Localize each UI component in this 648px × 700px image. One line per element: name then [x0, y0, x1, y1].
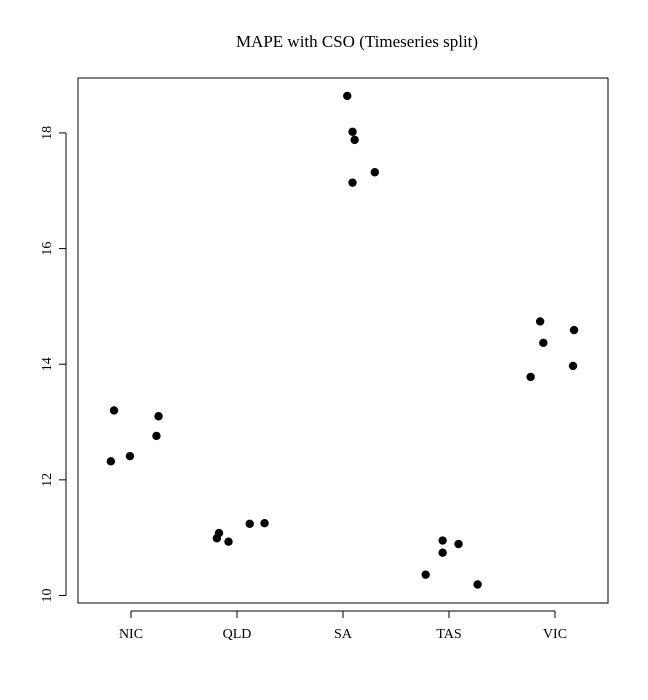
data-point-nic: [152, 431, 161, 441]
y-tick-label: 18: [40, 126, 55, 140]
data-point-nic: [109, 406, 119, 415]
chart-title: MAPE with CSO (Timeseries split): [236, 32, 478, 51]
data-point-nic: [154, 412, 163, 421]
data-point-sa: [348, 127, 357, 136]
data-point-vic: [568, 361, 578, 371]
x-axis: NIC QLD SA TAS VIC: [119, 610, 567, 642]
y-tick-label: 12: [40, 473, 55, 487]
data-points: [106, 91, 579, 589]
data-point-tas: [438, 548, 447, 557]
x-tick-label-nic: NIC: [119, 627, 143, 642]
y-tick-label: 10: [40, 588, 55, 602]
data-point-sa: [348, 178, 357, 187]
data-point-tas: [438, 536, 447, 545]
data-point-nic: [125, 451, 135, 461]
data-point-qld: [214, 528, 224, 538]
data-point-vic: [526, 372, 535, 382]
x-tick-label-sa: SA: [334, 627, 353, 642]
x-tick-label-vic: VIC: [543, 627, 567, 642]
plot-frame: [77, 77, 609, 604]
data-point-tas: [454, 539, 463, 549]
data-point-vic: [539, 338, 548, 348]
data-point-vic: [569, 325, 579, 335]
y-tick-label: 16: [40, 242, 55, 256]
y-tick-label: 14: [40, 357, 55, 371]
x-tick-label-tas: TAS: [436, 627, 461, 642]
data-point-sa: [343, 91, 352, 101]
y-axis: 10 12 14 16 18: [40, 126, 67, 602]
data-point-tas: [473, 580, 482, 589]
data-point-vic: [535, 317, 545, 326]
data-point-qld: [224, 537, 233, 546]
data-point-sa: [370, 168, 379, 177]
data-point-sa: [350, 135, 359, 145]
data-point-tas: [421, 570, 430, 579]
data-point-qld: [260, 519, 269, 528]
data-point-nic: [106, 457, 116, 466]
data-point-qld: [245, 519, 254, 528]
x-tick-label-qld: QLD: [223, 627, 252, 642]
